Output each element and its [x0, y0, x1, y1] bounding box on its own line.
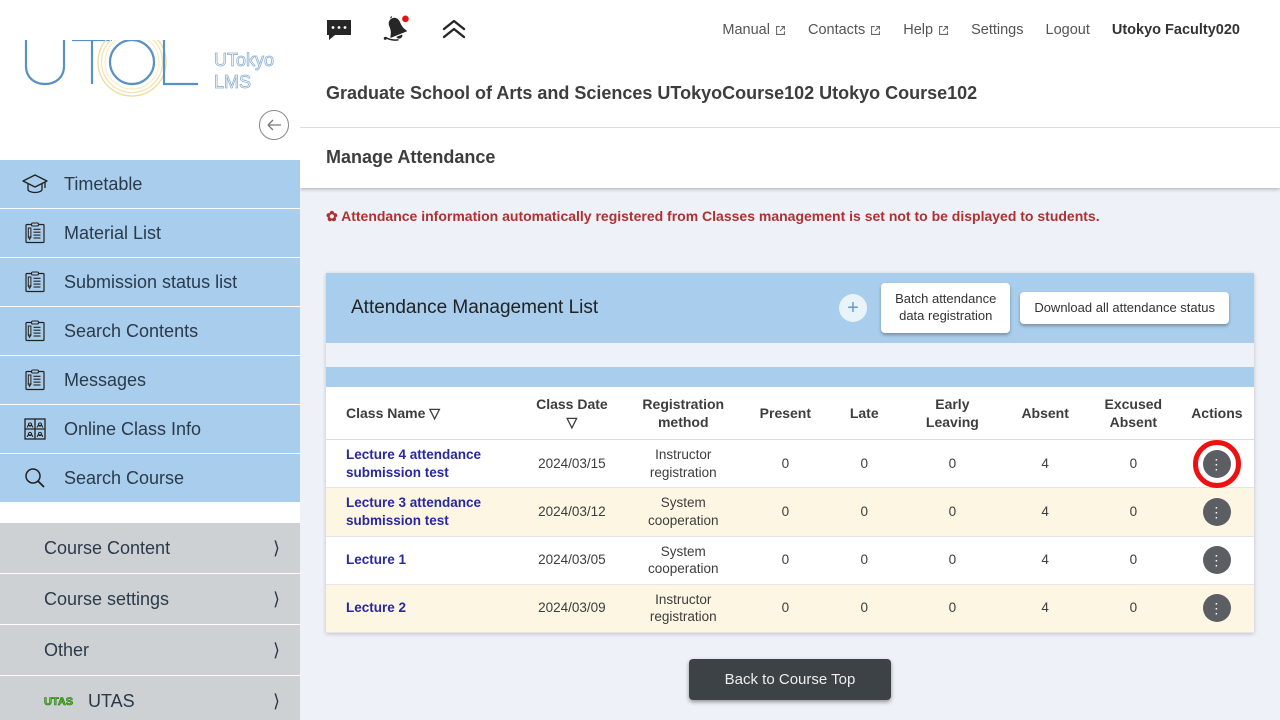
svg-text:UTAS: UTAS: [44, 696, 73, 708]
svg-text:UTokyo: UTokyo: [214, 50, 274, 70]
svg-text:LMS: LMS: [214, 72, 251, 92]
